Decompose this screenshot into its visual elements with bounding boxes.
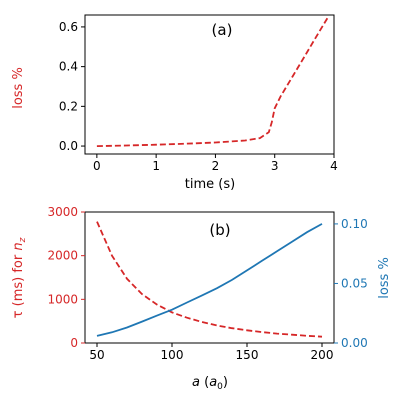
panel-b-x-tick-label: 200 (311, 348, 334, 362)
panel-b-y-right-tick-label: 0.10 (341, 217, 368, 231)
panel-b-xlabel-var: a (192, 375, 200, 390)
panel-a-xlabel: time (s) (185, 177, 235, 192)
panel-b-xlabel-base: a (209, 375, 217, 390)
panel-b-label: (b) (209, 221, 230, 239)
panel-a-y-tick-label: 0.4 (59, 60, 78, 74)
panel-b-y-ticks-right: 0.00 0.05 0.10 (334, 217, 368, 350)
panel-b-x-ticks: 50 100 150 200 (89, 343, 333, 362)
panel-a-frame (84, 14, 335, 155)
panel-b-tau-line (96, 221, 323, 338)
panel-a: 0 1 2 3 4 0.0 0.2 0.4 0.6 (a) time (s) loss % (11, 14, 338, 192)
panel-b-frame (84, 211, 335, 344)
panel-a-x-tick-label: 3 (271, 159, 279, 173)
panel-a-label: (a) (212, 21, 233, 39)
panel-b-y-left-tick-label: 0 (70, 336, 78, 350)
panel-b-xlabel-sub: 0 (217, 382, 223, 392)
panel-a-y-tick-label: 0.6 (59, 20, 78, 34)
panel-b-ylabel-left: τ (ms) for nz (11, 237, 28, 318)
panel-b-x-tick-label: 100 (161, 348, 184, 362)
panel-b: 50 100 150 200 0 1000 2000 3000 0.00 0.05 0.10 (… (11, 205, 392, 392)
panel-b-x-tick-label: 150 (236, 348, 259, 362)
panel-a-x-tick-label: 2 (212, 159, 220, 173)
panel-b-xlabel: a (a0) (192, 375, 228, 392)
panel-a-y-tick-label: 0.2 (59, 99, 78, 113)
panel-b-loss-line (96, 223, 323, 337)
panel-a-plot-area (96, 16, 329, 147)
panel-b-ylabel-left-var: n (11, 242, 26, 250)
panel-b-y-left-tick-label: 1000 (47, 292, 78, 306)
panel-b-xlabel-close: ) (223, 375, 228, 390)
panel-b-y-right-tick-label: 0.00 (341, 336, 368, 350)
panel-b-ylabel-right: loss % (377, 257, 392, 299)
panel-a-x-ticks: 0 1 2 3 4 (93, 154, 338, 173)
panel-b-ylabel-left-sub: z (18, 237, 28, 243)
panel-b-plot-area (96, 221, 323, 338)
panel-b-y-ticks-left: 0 1000 2000 3000 (47, 205, 85, 350)
panel-b-xlabel-open: ( (200, 375, 209, 390)
panel-a-x-tick-label: 0 (93, 159, 101, 173)
panel-a-ylabel: loss % (11, 67, 26, 109)
panel-b-y-left-tick-label: 2000 (47, 249, 78, 263)
panel-b-y-left-tick-label: 3000 (47, 205, 78, 219)
panel-a-x-tick-label: 4 (330, 159, 338, 173)
panel-a-y-tick-label: 0.0 (59, 139, 78, 153)
panel-a-x-tick-label: 1 (152, 159, 160, 173)
panel-a-y-ticks: 0.0 0.2 0.4 0.6 (59, 20, 85, 153)
panel-b-y-right-tick-label: 0.05 (341, 276, 368, 290)
panel-b-x-tick-label: 50 (89, 348, 104, 362)
panel-a-series-line (96, 16, 329, 147)
panel-b-ylabel-left-main: τ (ms) for (11, 251, 26, 319)
